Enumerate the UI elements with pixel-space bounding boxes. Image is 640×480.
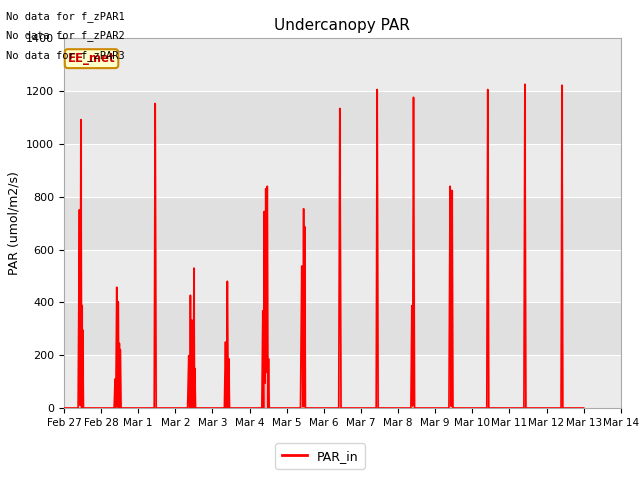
Text: No data for f_zPAR1: No data for f_zPAR1 — [6, 11, 125, 22]
Bar — [64, 250, 621, 302]
Legend: PAR_in: PAR_in — [275, 444, 365, 469]
Text: No data for f_zPAR2: No data for f_zPAR2 — [6, 30, 125, 41]
Title: Undercanopy PAR: Undercanopy PAR — [275, 18, 410, 33]
Bar — [64, 91, 621, 144]
Bar — [64, 355, 621, 408]
Bar — [64, 302, 621, 355]
Bar — [64, 144, 621, 197]
Text: No data for f_zPAR3: No data for f_zPAR3 — [6, 49, 125, 60]
Text: EE_met: EE_met — [68, 52, 115, 65]
Bar — [64, 197, 621, 250]
Y-axis label: PAR (umol/m2/s): PAR (umol/m2/s) — [8, 171, 20, 275]
Bar — [64, 38, 621, 91]
